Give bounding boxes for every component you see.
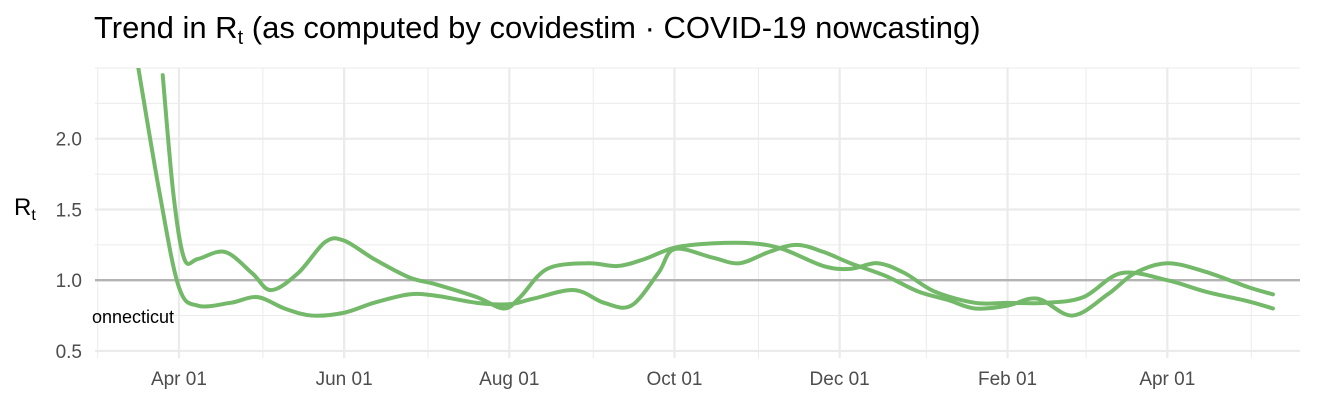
series-label: onnecticut [92,307,174,327]
y-axis-label: Rt [14,194,36,224]
y-tick-label: 2.0 [56,130,82,151]
x-tick-label: Oct 01 [646,369,702,390]
series-lines [136,68,1275,318]
x-tick-label: Aug 01 [479,369,539,390]
y-tick-label: 1.5 [56,200,82,221]
y-tick-label: 1.0 [56,271,82,292]
x-tick-label: Jun 01 [316,369,373,390]
grid-lines [95,67,1300,358]
tick-labels: 0.5 1.0 1.5 2.0 Apr 01 Jun 01 Aug 01 Oct 01 Dec … [56,130,1196,390]
x-tick-label: Apr 01 [151,369,207,390]
chart-title: Trend in Rt (as computed by covidestim ·… [94,10,981,49]
series-line-2 [160,73,1275,311]
x-tick-label: Feb 01 [978,369,1037,390]
x-tick-label: Apr 01 [1139,369,1195,390]
x-tick-label: Dec 01 [810,369,870,390]
y-tick-label: 0.5 [56,342,82,363]
series-line-1 [136,68,1275,318]
